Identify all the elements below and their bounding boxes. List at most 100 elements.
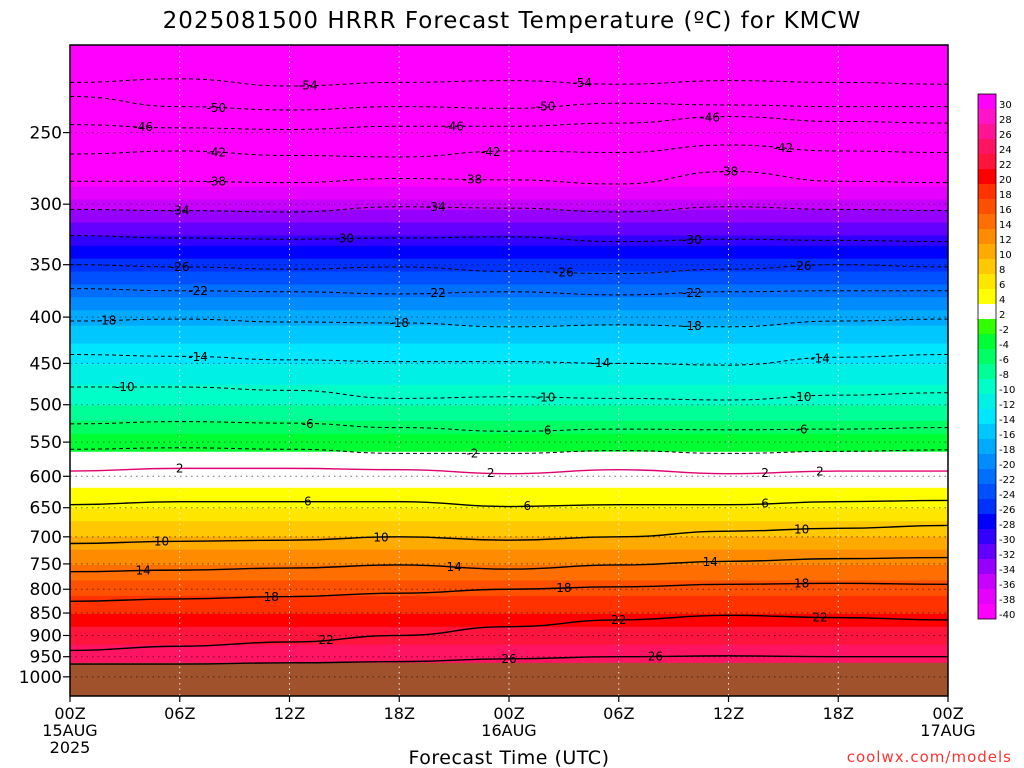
temperature-band — [70, 608, 948, 613]
colorbar-swatch — [978, 289, 996, 304]
isotherm-line — [70, 386, 948, 401]
colorbar-swatch — [978, 439, 996, 454]
temperature-band — [70, 140, 948, 144]
temperature-band — [70, 639, 948, 644]
colorbar-label: -10 — [999, 385, 1015, 396]
temperature-band — [70, 305, 948, 309]
isotherm-label: -38 — [463, 172, 483, 186]
colorbar-swatch — [978, 184, 996, 199]
temperature-band — [70, 328, 948, 332]
isotherm-label: -46 — [444, 119, 464, 133]
temperature-band — [70, 338, 948, 342]
temperature-band — [70, 523, 948, 528]
isotherm-label: -38 — [207, 175, 227, 189]
temperature-band — [70, 194, 948, 198]
isotherm-labels: -54 -54 -50 -50 -46 -46 -46 -42 -42 -42 -38 -38 -38 -… — [97, 76, 830, 666]
isotherm-label: 14 — [446, 560, 461, 574]
temperature-band — [70, 145, 948, 149]
isotherm-label: -14 — [810, 352, 830, 366]
temperature-band — [70, 531, 948, 535]
x-tick-label: 16AUG — [481, 721, 536, 740]
colorbar-label: -34 — [999, 565, 1015, 576]
temperature-band — [70, 155, 948, 160]
temperature-band — [70, 613, 948, 618]
y-tick-label: 350 — [30, 256, 62, 276]
isotherm-label: -6 — [796, 422, 808, 436]
isotherm-label: 26 — [648, 649, 663, 663]
isotherm-label: -42 — [207, 145, 227, 159]
colorbar-swatch — [978, 274, 996, 289]
temperature-band — [70, 168, 948, 172]
temperature-band — [70, 459, 948, 463]
temperature-band — [70, 286, 948, 291]
colorbar-label: 14 — [999, 220, 1012, 231]
isotherm-line — [70, 116, 948, 130]
isotherm-label: 18 — [794, 577, 809, 591]
temperature-band — [70, 323, 948, 327]
temperature-band — [70, 235, 948, 239]
temperature-band — [70, 619, 948, 623]
temperature-band — [70, 199, 948, 203]
temperature-band — [70, 238, 948, 242]
isotherm-label: -46 — [700, 111, 720, 125]
temperature-band — [70, 68, 948, 72]
colorbar-swatch — [978, 349, 996, 364]
isotherm-line — [70, 614, 948, 652]
temperature-band — [70, 135, 948, 139]
temperature-band — [70, 392, 948, 396]
temperature-band — [70, 294, 948, 299]
below-ground-area — [70, 662, 948, 696]
isotherm-label: -26 — [554, 265, 574, 279]
temperature-band — [70, 387, 948, 391]
colorbar-swatch — [978, 514, 996, 529]
colorbar-label: -18 — [999, 445, 1015, 456]
x-tick-label: 17AUG — [920, 721, 975, 740]
isotherm-label: -50 — [536, 100, 556, 114]
temperature-band — [70, 202, 948, 206]
colorbar-label: -32 — [999, 550, 1015, 561]
temperature-band — [70, 163, 948, 167]
temperature-band — [70, 122, 948, 126]
isotherm-line — [70, 235, 948, 243]
temperature-band — [70, 114, 948, 118]
temperature-band — [70, 289, 948, 293]
colorbar-frame — [977, 93, 997, 620]
isotherm-label: -10 — [115, 380, 135, 394]
x-axis-label: Forecast Time (UTC) — [409, 747, 610, 768]
isotherm-label: 2 — [487, 466, 495, 480]
y-tick-label: 900 — [30, 626, 62, 646]
temperature-band — [70, 81, 948, 85]
temperature-band — [70, 436, 948, 440]
isotherm-label: 18 — [264, 590, 279, 604]
isotherm-label: 2 — [761, 466, 769, 480]
temperature-band — [70, 554, 948, 559]
temperature-band — [70, 299, 948, 304]
temperature-band — [70, 117, 948, 121]
temperature-band — [70, 91, 948, 95]
temperature-band — [70, 503, 948, 507]
temperature-band — [70, 343, 948, 348]
colorbar-swatch — [978, 529, 996, 544]
temperature-band — [70, 575, 948, 579]
isotherm-label: 6 — [761, 497, 769, 511]
temperature-band — [70, 490, 948, 494]
colorbar-label: 12 — [999, 235, 1012, 246]
isotherm-label: -46 — [133, 120, 153, 134]
isotherm-label: -18 — [389, 316, 409, 330]
credit-text: coolwx.com/models — [847, 748, 1012, 766]
colorbar-swatch — [978, 424, 996, 439]
temperature-band — [70, 276, 948, 281]
colorbar-swatch — [978, 364, 996, 379]
colorbar: 30 28 26 24 22 20 18 16 14 12 10 8 6 4 2 -2 -4 -6 -8 -10 -12… — [977, 93, 1015, 621]
isotherm-label: 22 — [812, 610, 827, 624]
isotherm-line — [70, 354, 948, 366]
temperature-band — [70, 580, 948, 584]
isotherm-label: -18 — [682, 319, 702, 333]
y-tick-label: 1000 — [19, 668, 62, 688]
temperature-band — [70, 284, 948, 288]
temperature-band — [70, 557, 948, 561]
colorbar-label: 2 — [999, 310, 1005, 321]
temperature-band — [70, 317, 948, 322]
temperature-band — [70, 371, 948, 376]
temperature-band — [70, 57, 948, 62]
